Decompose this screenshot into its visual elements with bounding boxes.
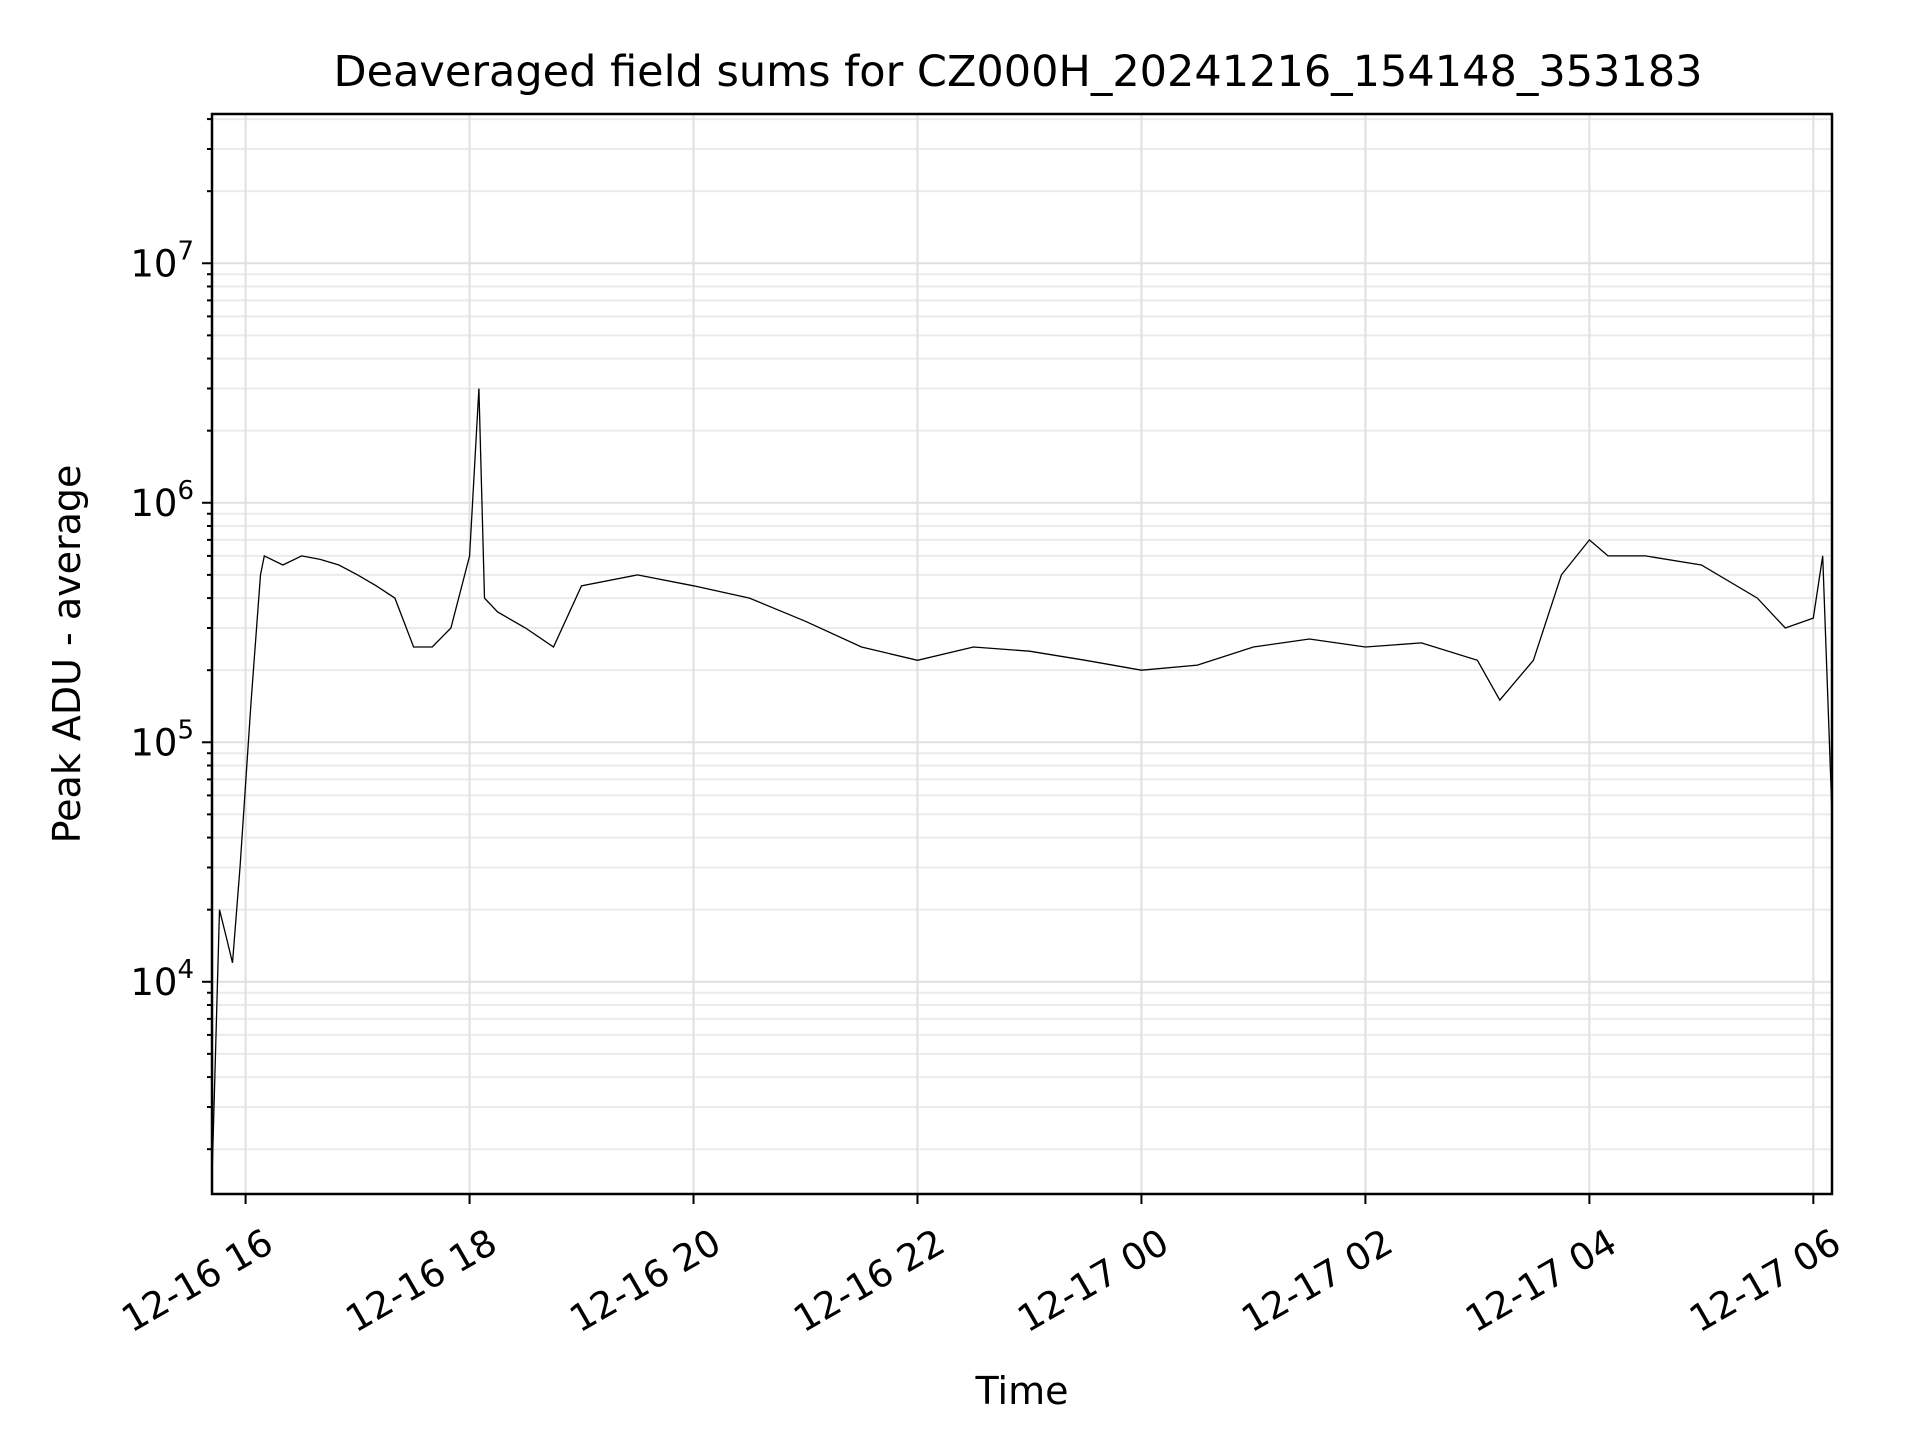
y-axis-label: Peak ADU - average (45, 465, 89, 844)
chart-title: Deaveraged field sums for CZ000H_2024121… (334, 47, 1703, 97)
x-axis-label: Time (975, 1369, 1069, 1413)
